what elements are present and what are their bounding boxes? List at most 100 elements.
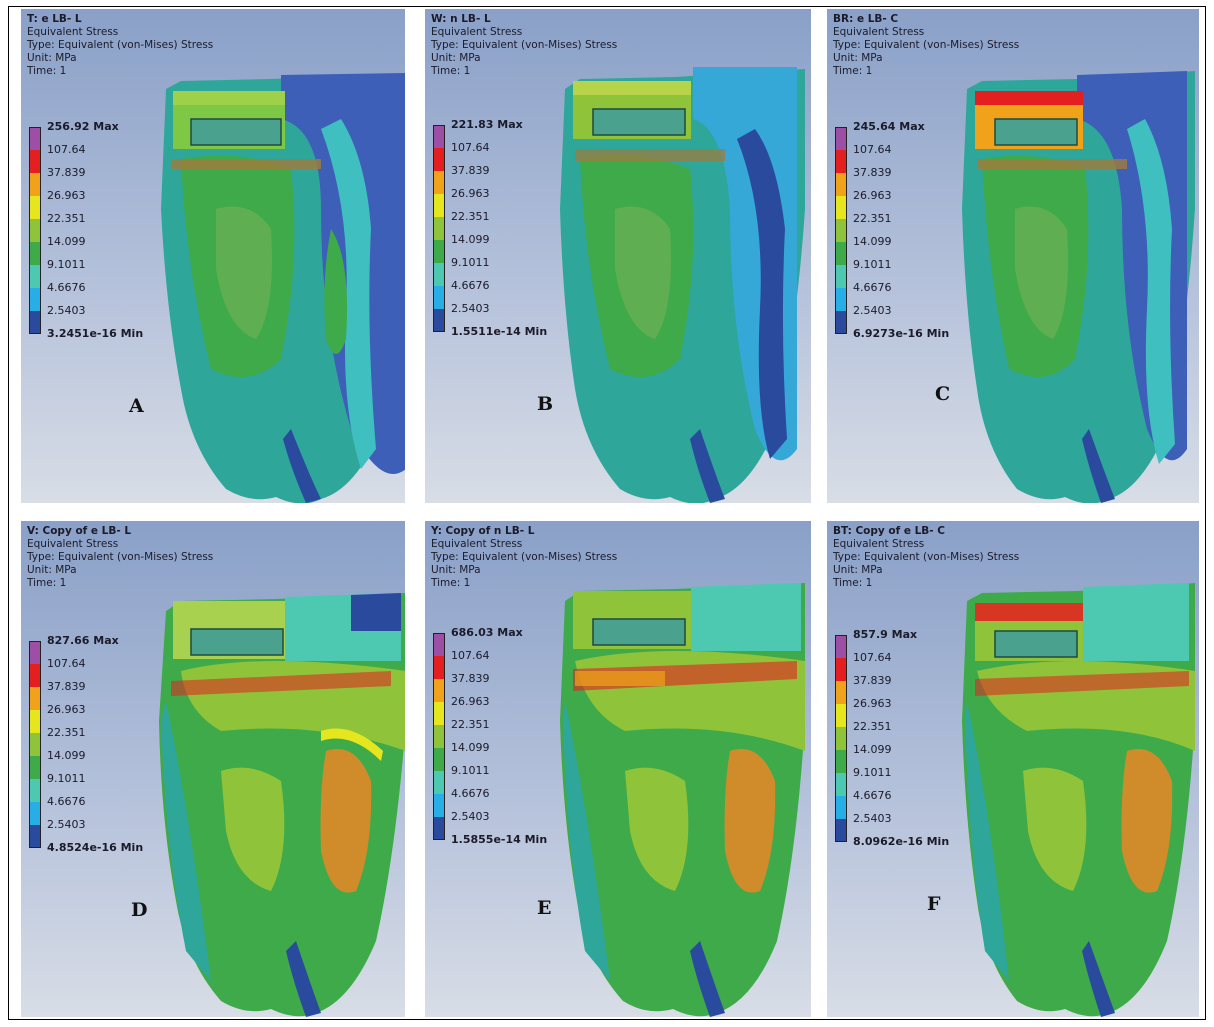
legend-min: 1.5511e-14 Min bbox=[451, 325, 548, 338]
stress-model-image bbox=[159, 593, 405, 1017]
legend-min: 1.5855e-14 Min bbox=[451, 833, 548, 846]
legend-level: 22.351 bbox=[853, 720, 892, 733]
legend-level: 9.1011 bbox=[853, 258, 892, 271]
legend-level: 26.963 bbox=[853, 189, 892, 202]
legend-level: 4.6676 bbox=[47, 281, 86, 294]
legend-max: 686.03 Max bbox=[451, 626, 523, 639]
result-title: T: e LB- L bbox=[27, 13, 82, 25]
legend-level: 37.839 bbox=[451, 164, 490, 177]
legend-level: 14.099 bbox=[451, 741, 490, 754]
panel-header: V: Copy of e LB- L Equivalent Stress Typ… bbox=[27, 525, 213, 590]
legend-max: 256.92 Max bbox=[47, 120, 119, 133]
panel-letter: F bbox=[927, 893, 941, 915]
legend-level: 4.6676 bbox=[451, 787, 490, 800]
legend-level: 9.1011 bbox=[47, 258, 86, 271]
result-label: Equivalent Stress bbox=[27, 538, 119, 550]
legend-level: 26.963 bbox=[451, 187, 490, 200]
legend-min: 8.0962e-16 Min bbox=[853, 835, 950, 848]
result-title: V: Copy of e LB- L bbox=[27, 525, 132, 537]
legend-max: 827.66 Max bbox=[47, 634, 119, 647]
result-time: Time: 1 bbox=[27, 65, 67, 77]
stress-model-image bbox=[161, 73, 405, 503]
result-time: Time: 1 bbox=[431, 65, 471, 77]
legend-level: 4.6676 bbox=[451, 279, 490, 292]
legend-level: 107.64 bbox=[47, 143, 86, 156]
legend-min: 4.8524e-16 Min bbox=[47, 841, 144, 854]
result-title: W: n LB- L bbox=[431, 13, 491, 25]
legend-level: 4.6676 bbox=[853, 281, 892, 294]
panel-letter: E bbox=[537, 897, 552, 919]
legend-level: 26.963 bbox=[47, 703, 86, 716]
legend-level: 14.099 bbox=[451, 233, 490, 246]
result-title: BT: Copy of e LB- C bbox=[833, 525, 946, 537]
panel-header: T: e LB- L Equivalent Stress Type: Equiv… bbox=[27, 13, 213, 78]
legend-level: 4.6676 bbox=[47, 795, 86, 808]
legend-level: 26.963 bbox=[451, 695, 490, 708]
result-unit: Unit: MPa bbox=[833, 52, 883, 64]
result-unit: Unit: MPa bbox=[431, 564, 481, 576]
result-type: Type: Equivalent (von-Mises) Stress bbox=[27, 551, 214, 563]
result-unit: Unit: MPa bbox=[431, 52, 481, 64]
legend-level: 107.64 bbox=[853, 651, 892, 664]
legend-level: 14.099 bbox=[47, 749, 86, 762]
legend-level: 107.64 bbox=[451, 649, 490, 662]
legend-max: 221.83 Max bbox=[451, 118, 523, 131]
result-label: Equivalent Stress bbox=[431, 26, 523, 38]
panel-letter: C bbox=[935, 383, 951, 405]
legend-level: 37.839 bbox=[47, 166, 86, 179]
legend-level: 22.351 bbox=[451, 210, 490, 223]
result-unit: Unit: MPa bbox=[833, 564, 883, 576]
figure-frame: T: e LB- L Equivalent Stress Type: Equiv… bbox=[8, 6, 1206, 1020]
result-time: Time: 1 bbox=[27, 577, 67, 589]
legend-level: 14.099 bbox=[853, 743, 892, 756]
legend-level: 9.1011 bbox=[451, 256, 490, 269]
result-type: Type: Equivalent (von-Mises) Stress bbox=[833, 551, 1020, 563]
legend-min: 6.9273e-16 Min bbox=[853, 327, 950, 340]
panel-b: W: n LB- L Equivalent Stress Type: Equiv… bbox=[425, 9, 811, 503]
stress-model-image bbox=[962, 71, 1195, 503]
legend-level: 22.351 bbox=[47, 726, 86, 739]
result-label: Equivalent Stress bbox=[27, 26, 119, 38]
legend-level: 107.64 bbox=[853, 143, 892, 156]
result-label: Equivalent Stress bbox=[833, 26, 925, 38]
stress-model-image bbox=[962, 583, 1195, 1017]
legend-level: 107.64 bbox=[47, 657, 86, 670]
legend-max: 245.64 Max bbox=[853, 120, 925, 133]
panel-e: Y: Copy of n LB- L Equivalent Stress Typ… bbox=[425, 521, 811, 1017]
result-time: Time: 1 bbox=[833, 577, 873, 589]
panel-header: BT: Copy of e LB- C Equivalent Stress Ty… bbox=[833, 525, 1019, 590]
panel-header: Y: Copy of n LB- L Equivalent Stress Typ… bbox=[431, 525, 617, 590]
panel-letter: A bbox=[129, 395, 144, 417]
result-label: Equivalent Stress bbox=[833, 538, 925, 550]
legend-level: 26.963 bbox=[47, 189, 86, 202]
result-type: Type: Equivalent (von-Mises) Stress bbox=[833, 39, 1020, 51]
legend-level: 14.099 bbox=[853, 235, 892, 248]
legend-level: 37.839 bbox=[853, 166, 892, 179]
legend-level: 9.1011 bbox=[451, 764, 490, 777]
result-type: Type: Equivalent (von-Mises) Stress bbox=[431, 551, 618, 563]
legend-level: 2.5403 bbox=[451, 302, 490, 315]
result-time: Time: 1 bbox=[431, 577, 471, 589]
legend-level: 2.5403 bbox=[451, 810, 490, 823]
result-unit: Unit: MPa bbox=[27, 564, 77, 576]
legend-level: 2.5403 bbox=[47, 304, 86, 317]
legend-level: 2.5403 bbox=[47, 818, 86, 831]
legend-level: 22.351 bbox=[451, 718, 490, 731]
panel-f: BT: Copy of e LB- C Equivalent Stress Ty… bbox=[827, 521, 1199, 1017]
result-time: Time: 1 bbox=[833, 65, 873, 77]
result-label: Equivalent Stress bbox=[431, 538, 523, 550]
legend-level: 2.5403 bbox=[853, 812, 892, 825]
result-type: Type: Equivalent (von-Mises) Stress bbox=[431, 39, 618, 51]
result-type: Type: Equivalent (von-Mises) Stress bbox=[27, 39, 214, 51]
legend-min: 3.2451e-16 Min bbox=[47, 327, 144, 340]
result-unit: Unit: MPa bbox=[27, 52, 77, 64]
legend-level: 22.351 bbox=[47, 212, 86, 225]
legend-level: 9.1011 bbox=[853, 766, 892, 779]
panel-d: V: Copy of e LB- L Equivalent Stress Typ… bbox=[21, 521, 405, 1017]
stress-model-image bbox=[560, 67, 805, 503]
legend-max: 857.9 Max bbox=[853, 628, 918, 641]
legend-level: 37.839 bbox=[853, 674, 892, 687]
panel-letter: B bbox=[537, 393, 554, 415]
legend-level: 2.5403 bbox=[853, 304, 892, 317]
panel-c: BR: e LB- C Equivalent Stress Type: Equi… bbox=[827, 9, 1199, 503]
